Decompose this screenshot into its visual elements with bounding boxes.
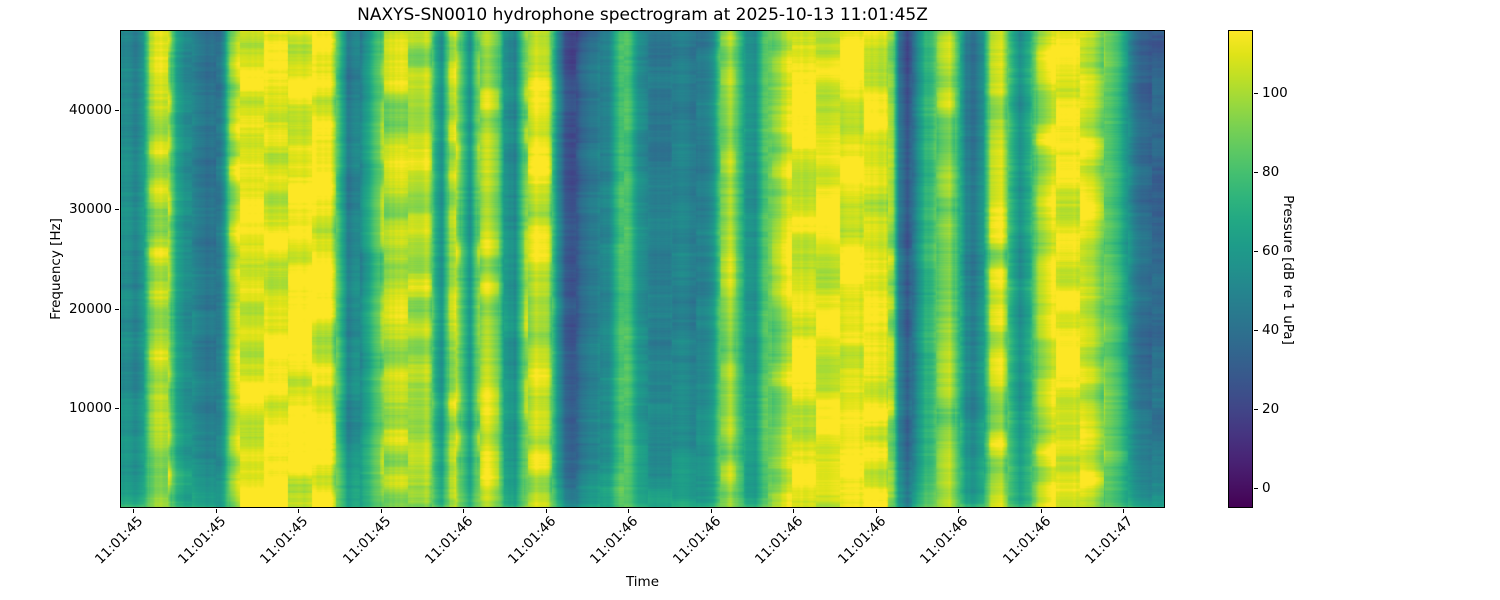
x-tick-mark bbox=[380, 509, 382, 513]
y-tick-mark bbox=[115, 109, 119, 111]
x-tick-mark bbox=[628, 509, 629, 513]
x-tick-label: 11:01:46 bbox=[422, 513, 477, 568]
spectrogram-heatmap bbox=[120, 30, 1165, 508]
x-tick-mark bbox=[298, 509, 299, 513]
colorbar-tick-label: 40 bbox=[1262, 322, 1280, 339]
x-tick-mark bbox=[875, 509, 877, 513]
colorbar-tick-mark bbox=[1254, 93, 1258, 95]
x-axis-label: Time bbox=[625, 574, 660, 590]
x-tick-mark bbox=[958, 509, 959, 513]
x-tick-mark bbox=[133, 509, 134, 513]
x-tick-mark bbox=[1040, 509, 1042, 513]
y-tick-label: 30000 bbox=[69, 201, 112, 218]
colorbar-label: Pressure [dB re 1 uPa] bbox=[1280, 195, 1296, 345]
x-tick-mark bbox=[793, 509, 794, 513]
colorbar-tick-mark bbox=[1254, 251, 1258, 253]
x-tick-mark bbox=[1123, 509, 1124, 513]
x-tick-label: 11:01:46 bbox=[504, 513, 560, 568]
x-tick-label: 11:01:46 bbox=[752, 513, 807, 568]
x-tick-label: 11:01:45 bbox=[174, 513, 230, 568]
plot-title: NAXYS-SN0010 hydrophone spectrogram at 2… bbox=[357, 5, 928, 25]
x-tick-label: 11:01:46 bbox=[587, 513, 642, 568]
colorbar-tick-label: 60 bbox=[1262, 243, 1280, 260]
x-tick-label: 11:01:46 bbox=[834, 513, 890, 568]
colorbar-tick-label: 20 bbox=[1262, 401, 1280, 418]
colorbar-tick-mark bbox=[1254, 330, 1258, 332]
colorbar-tick-mark bbox=[1254, 409, 1258, 411]
x-tick-mark bbox=[463, 509, 464, 513]
x-tick-label: 11:01:45 bbox=[92, 513, 147, 568]
x-tick-label: 11:01:45 bbox=[339, 513, 395, 568]
colorbar-tick-label: 0 bbox=[1262, 480, 1271, 497]
y-tick-label: 10000 bbox=[69, 400, 112, 417]
x-tick-mark bbox=[710, 509, 712, 513]
x-tick-label: 11:01:46 bbox=[999, 513, 1055, 568]
colorbar bbox=[1228, 30, 1253, 508]
x-tick-mark bbox=[215, 509, 217, 513]
y-tick-label: 40000 bbox=[69, 101, 112, 118]
x-tick-label: 11:01:47 bbox=[1082, 513, 1137, 568]
y-axis-label: Frequency [Hz] bbox=[48, 218, 64, 320]
y-tick-mark bbox=[115, 408, 119, 410]
colorbar-tick-label: 80 bbox=[1262, 164, 1280, 181]
x-tick-label: 11:01:45 bbox=[257, 513, 312, 568]
y-tick-label: 20000 bbox=[69, 300, 112, 317]
y-tick-mark bbox=[115, 209, 119, 211]
colorbar-tick-label: 100 bbox=[1262, 85, 1288, 102]
x-tick-label: 11:01:46 bbox=[669, 513, 725, 568]
colorbar-tick-mark bbox=[1254, 488, 1258, 490]
colorbar-tick-mark bbox=[1254, 172, 1258, 174]
x-tick-mark bbox=[545, 509, 547, 513]
y-tick-mark bbox=[115, 308, 119, 310]
x-tick-label: 11:01:46 bbox=[917, 513, 972, 568]
colorbar-gradient bbox=[1229, 31, 1252, 507]
